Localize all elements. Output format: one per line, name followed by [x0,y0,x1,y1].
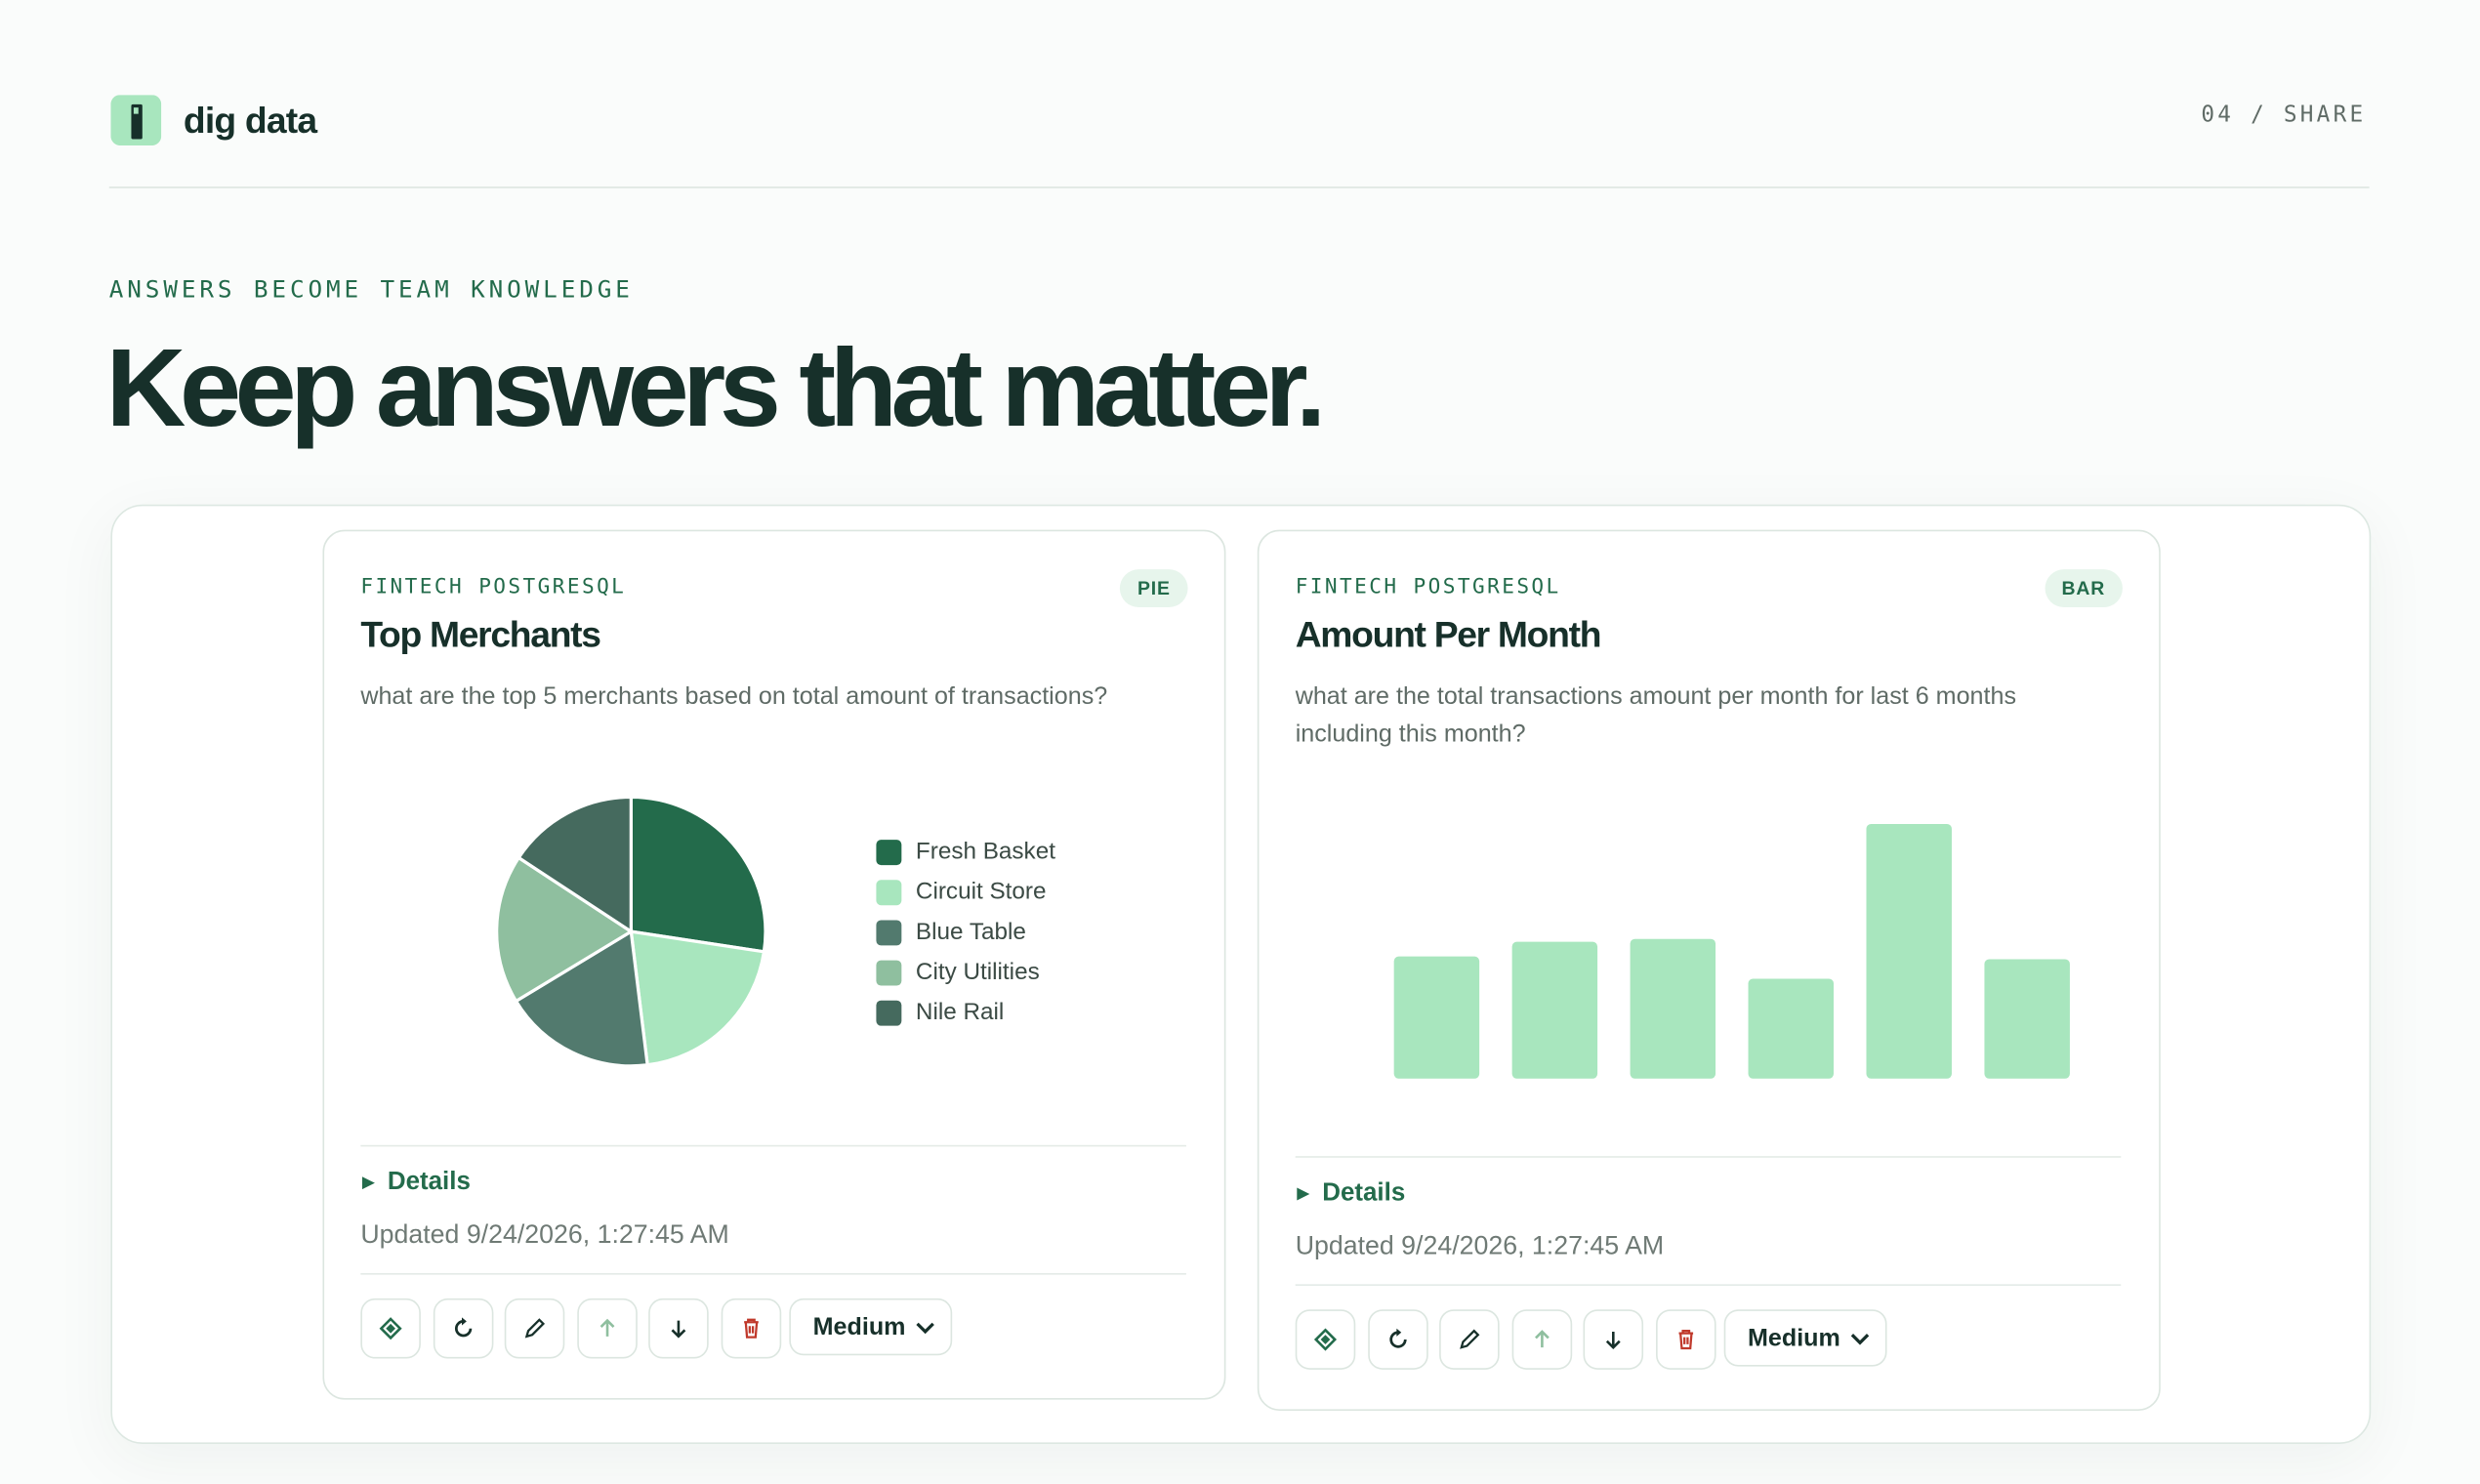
legend-label: Circuit Store [916,879,1047,905]
refresh-button[interactable] [1367,1309,1427,1370]
edit-button[interactable] [504,1298,565,1359]
pie-slice [629,795,767,954]
disclosure-triangle [361,1176,375,1190]
chart-type-badge: PIE [1120,569,1188,608]
icon [454,1317,472,1338]
bar [1630,938,1716,1079]
legend-swatch [876,1000,902,1026]
size-value[interactable]: Medium [812,1314,906,1341]
divider [360,1273,1186,1275]
icon [1388,1328,1406,1348]
chart: Fresh Basket27.4%Circuit Store20.65%Blue… [495,795,1055,1068]
bar [1393,956,1480,1079]
pin-button[interactable] [1295,1309,1356,1370]
delete-button[interactable] [1655,1309,1715,1370]
icon [1313,1328,1338,1351]
divider [1295,1284,2122,1286]
details-toggle[interactable]: Details [1296,1179,1405,1208]
updated-time: Updated 9/24/2026, 1:27:45 AM [360,1220,729,1250]
pie-slice [517,795,633,935]
question: what are the top 5 merchants based on to… [360,682,1108,711]
size-select[interactable]: Medium [1723,1309,1887,1367]
edit-button[interactable] [1439,1309,1500,1370]
divider [108,186,2370,188]
icon [524,1318,546,1339]
page-counter: 04 / SHARE [2201,103,2367,129]
pie-slice [514,928,649,1068]
legend-swatch [876,880,902,906]
chevron [916,1322,934,1335]
chart-card: FINTECH POSTGRESQL PIE Top Merchants what a… [322,529,1226,1400]
source-label: FINTECH POSTGRESQL [360,575,627,599]
pie-slice [629,929,766,1067]
divider [360,1144,1186,1147]
chart-card: FINTECH POSTGRESQL BAR Amount Per Month wha… [1257,529,2161,1411]
bar [1984,959,2070,1079]
chart: 091.45K43.86KApr49.13KMay50.17KJun35.88K… [1393,823,2070,1079]
pie-slice [495,855,635,1004]
headline: Keep answers that matter. [105,325,1327,450]
legend-label: Fresh Basket [916,839,1055,865]
card-title: Amount Per Month [1295,613,1602,655]
icon [1605,1331,1621,1349]
size-value[interactable]: Medium [1747,1325,1840,1353]
bar [1748,978,1835,1079]
legend-swatch [876,840,902,866]
legend-swatch [876,960,902,986]
legend-label: Blue Table [916,919,1026,945]
source-label: FINTECH POSTGRESQL [1295,575,1561,599]
legend-label: Nile Rail [916,999,1004,1025]
question: what are the total transactions amount p… [1295,682,2017,749]
bar [1511,941,1598,1079]
details-toggle[interactable]: Details [360,1169,471,1197]
icon [671,1320,686,1339]
eyebrow: ANSWERS BECOME TEAM KNOWLEDGE [108,274,634,305]
move-up-button[interactable] [1510,1309,1572,1370]
icon [743,1318,758,1339]
logo [110,95,162,146]
refresh-button[interactable] [433,1298,493,1359]
legend-swatch [876,920,902,946]
bar [1866,823,1952,1079]
divider [1295,1156,2122,1158]
brand[interactable]: dig data [183,100,317,142]
delete-button[interactable] [720,1298,781,1359]
legend-label: City Utilities [916,959,1040,985]
size-select[interactable]: Medium [789,1298,953,1356]
icon [1677,1330,1693,1350]
icon [379,1317,402,1340]
icon [1534,1330,1549,1348]
move-up-button[interactable] [576,1298,638,1359]
move-down-button[interactable] [1583,1309,1644,1370]
card-title: Top Merchants [360,613,601,655]
chevron [1850,1334,1870,1345]
updated-time: Updated 9/24/2026, 1:27:45 AM [1295,1231,1665,1261]
pin-button[interactable] [360,1298,421,1359]
chart-type-badge: BAR [2044,569,2123,608]
icon [1460,1329,1480,1349]
disclosure-triangle [1297,1187,1310,1201]
icon [599,1318,614,1337]
move-down-button[interactable] [648,1298,709,1359]
